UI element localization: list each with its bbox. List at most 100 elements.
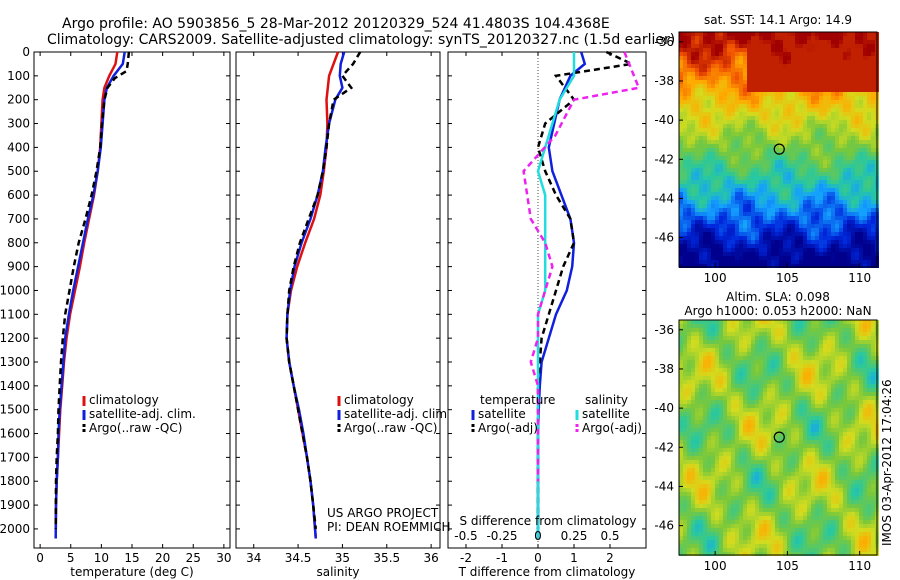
map-cell xyxy=(859,448,863,452)
map-cell xyxy=(695,324,699,328)
map-cell xyxy=(695,52,699,56)
map-cell xyxy=(723,252,727,256)
map-cell xyxy=(855,152,859,156)
map-cell xyxy=(855,44,859,48)
map-cell xyxy=(871,196,875,200)
map-cell xyxy=(755,424,759,428)
map-cell xyxy=(859,384,863,388)
map-cell xyxy=(831,140,835,144)
map-cell xyxy=(735,92,739,96)
map-cell xyxy=(835,396,839,400)
map-cell xyxy=(835,248,839,252)
map-cell xyxy=(775,44,779,48)
map-cell xyxy=(771,416,775,420)
map-cell xyxy=(843,88,847,92)
map-cell xyxy=(827,240,831,244)
map-cell xyxy=(803,444,807,448)
map-cell xyxy=(679,256,683,260)
map-cell xyxy=(687,388,691,392)
map-cell xyxy=(775,244,779,248)
map-cell xyxy=(755,360,759,364)
map-cell xyxy=(803,76,807,80)
map-cell xyxy=(787,216,791,220)
map-cell xyxy=(819,332,823,336)
map-cell xyxy=(867,44,871,48)
map-cell xyxy=(703,36,707,40)
map-cell xyxy=(787,448,791,452)
map-cell xyxy=(695,444,699,448)
map-cell xyxy=(775,36,779,40)
map-cell xyxy=(711,412,715,416)
map-cell xyxy=(851,84,855,88)
map-cell xyxy=(763,444,767,448)
y-tick-label: 300 xyxy=(7,117,30,131)
map-cell xyxy=(839,172,843,176)
map-cell xyxy=(727,140,731,144)
map-cell xyxy=(735,48,739,52)
map-cell xyxy=(727,424,731,428)
map-cell xyxy=(827,444,831,448)
map-cell xyxy=(823,216,827,220)
map-cell xyxy=(695,440,699,444)
map-cell xyxy=(751,48,755,52)
map-cell xyxy=(791,332,795,336)
map-cell xyxy=(727,420,731,424)
map-cell xyxy=(787,400,791,404)
map-cell xyxy=(795,380,799,384)
map-cell xyxy=(731,436,735,440)
map-cell xyxy=(863,448,867,452)
map-cell xyxy=(699,108,703,112)
map-cell xyxy=(847,380,851,384)
map-cell xyxy=(735,36,739,40)
map-cell xyxy=(743,400,747,404)
map-cell xyxy=(691,100,695,104)
map-cell xyxy=(707,324,711,328)
map-cell xyxy=(807,376,811,380)
map-cell xyxy=(811,136,815,140)
x-axis-label: temperature (deg C) xyxy=(70,565,193,579)
map-cell xyxy=(831,204,835,208)
map-cell xyxy=(719,76,723,80)
map-cell xyxy=(723,344,727,348)
map-cell xyxy=(703,188,707,192)
map-cell xyxy=(715,136,719,140)
map-cell xyxy=(767,360,771,364)
map-cell xyxy=(731,348,735,352)
map-cell xyxy=(743,372,747,376)
map-cell xyxy=(739,88,743,92)
map-cell xyxy=(727,112,731,116)
map-cell xyxy=(823,244,827,248)
map-cell xyxy=(847,84,851,88)
map-cell xyxy=(775,140,779,144)
map-cell xyxy=(703,220,707,224)
map-cell xyxy=(679,452,683,456)
map-cell xyxy=(775,232,779,236)
map-cell xyxy=(799,412,803,416)
map-cell xyxy=(703,244,707,248)
map-cell xyxy=(691,244,695,248)
map-cell xyxy=(747,432,751,436)
map-cell xyxy=(679,396,683,400)
map-cell xyxy=(871,328,875,332)
map-cell xyxy=(691,360,695,364)
map-cell xyxy=(739,344,743,348)
map-cell xyxy=(767,232,771,236)
map-cell xyxy=(783,76,787,80)
map-cell xyxy=(743,352,747,356)
map-cell xyxy=(787,324,791,328)
map-cell xyxy=(855,432,859,436)
map-cell xyxy=(707,164,711,168)
map-cell xyxy=(735,420,739,424)
map-cell xyxy=(679,120,683,124)
map-cell xyxy=(727,48,731,52)
map-cell xyxy=(775,100,779,104)
map-cell xyxy=(811,76,815,80)
map-cell xyxy=(859,52,863,56)
map-cell xyxy=(779,348,783,352)
map-cell xyxy=(839,100,843,104)
map-cell xyxy=(699,152,703,156)
map-cell xyxy=(727,92,731,96)
map-cell xyxy=(731,168,735,172)
map-cell xyxy=(827,228,831,232)
map-cell xyxy=(747,52,751,56)
